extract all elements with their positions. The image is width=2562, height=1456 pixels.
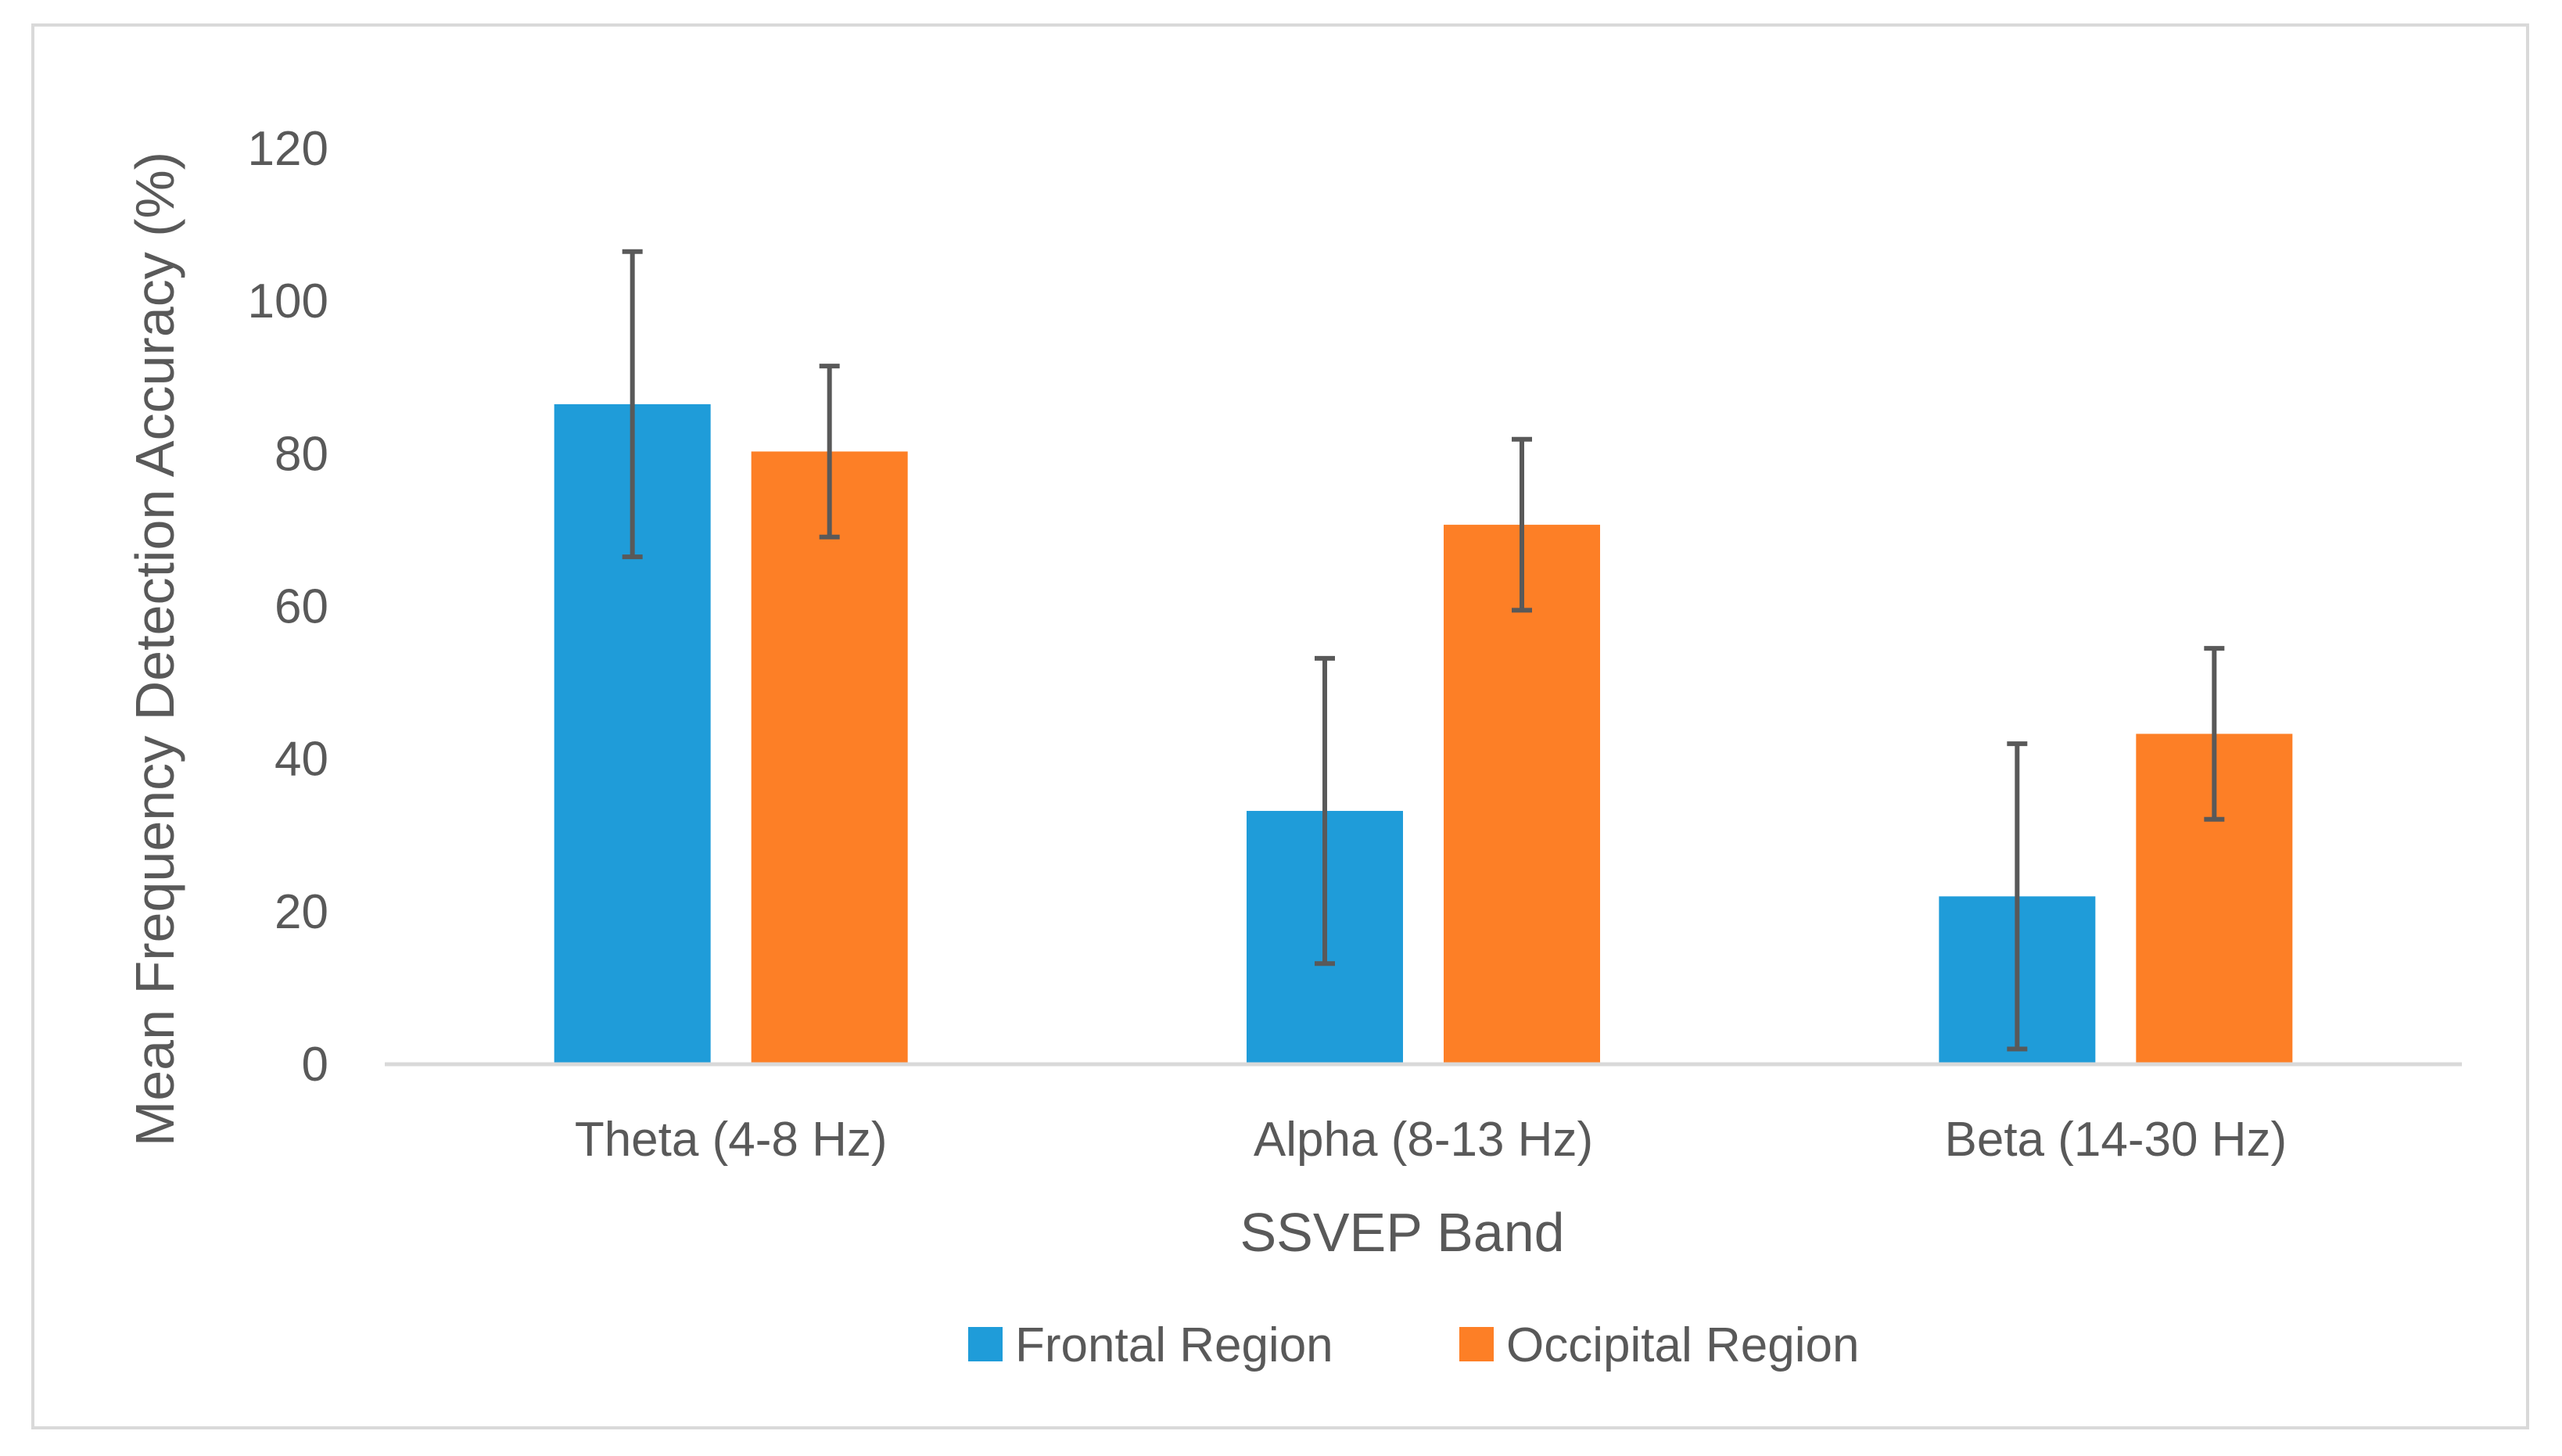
bar-occipital-region (1444, 525, 1600, 1064)
error-bar (622, 249, 643, 560)
legend: Frontal Region Occipital Region (968, 1318, 1859, 1372)
legend-label: Frontal Region (1015, 1318, 1333, 1372)
y-tick-label: 120 (248, 122, 328, 176)
y-axis-title: Mean Frequency Detection Accuracy (%) (124, 152, 185, 1146)
legend-label: Occipital Region (1506, 1318, 1859, 1372)
x-tick-label: Theta (4-8 Hz) (575, 1113, 888, 1167)
error-bar (1512, 436, 1532, 613)
legend-swatch-occipital-region (1459, 1327, 1494, 1361)
y-tick-label: 100 (248, 274, 328, 328)
error-bar (2007, 741, 2028, 1052)
legend-swatch-frontal-region (968, 1327, 1003, 1361)
error-bar (1315, 655, 1335, 966)
y-tick-label: 80 (274, 427, 328, 481)
error-bar (2204, 646, 2225, 822)
y-tick-label: 0 (302, 1038, 328, 1092)
x-tick-label: Beta (14-30 Hz) (1945, 1113, 2288, 1167)
chart-frame (31, 23, 2529, 1429)
plot-area: 0 20 40 60 80 100 120 Theta (4-8 Hz) Alpha (8-13… (248, 122, 2462, 1167)
bar-occipital-region (751, 451, 908, 1064)
y-tick-label: 40 (274, 733, 328, 787)
x-axis-title: SSVEP Band (1240, 1202, 1564, 1263)
y-tick-label: 60 (274, 580, 328, 634)
error-bar (819, 364, 840, 540)
y-tick-label: 20 (274, 885, 328, 939)
x-tick-label: Alpha (8-13 Hz) (1254, 1113, 1593, 1167)
